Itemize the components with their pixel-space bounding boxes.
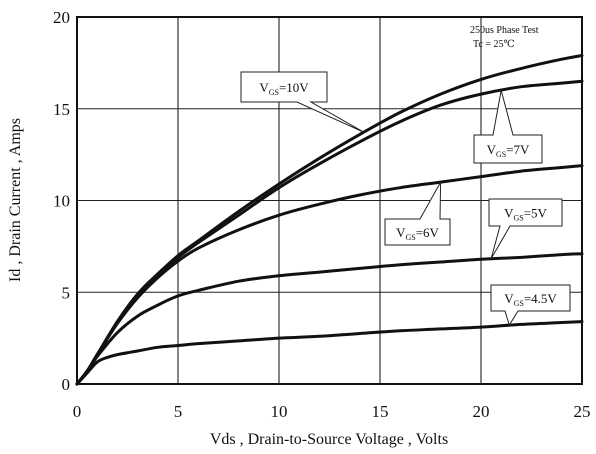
series-label-value: =5V [524, 206, 548, 221]
y-tick-label: 5 [62, 283, 71, 302]
series-label-main: V [396, 225, 406, 240]
tick-labels: 0 5 10 15 20 25 0 5 10 15 20 [53, 8, 591, 421]
series-callout-box [490, 284, 571, 327]
series-label-sub: GS [269, 88, 279, 97]
y-tick-label: 0 [62, 375, 71, 394]
annotation-line-2: Tc = 25℃ [473, 39, 515, 50]
series-label: VGS=4.5V [504, 291, 557, 308]
series-label-sub: GS [513, 214, 523, 223]
series-line [75, 164, 584, 386]
x-tick-label: 0 [73, 402, 82, 421]
series-line [75, 252, 584, 386]
series-label-main: V [504, 206, 514, 221]
plot-frame [76, 16, 583, 385]
series-label: VGS=6V [396, 225, 439, 242]
series-label-value: =6V [416, 225, 440, 240]
series-line [75, 320, 584, 386]
series-label-value: =10V [279, 80, 309, 95]
y-tick-label: 10 [53, 192, 70, 211]
x-tick-label: 20 [473, 402, 490, 421]
series-label-value: =4.5V [524, 291, 558, 306]
x-axis-label: Vds , Drain-to-Source Voltage , Volts [210, 431, 448, 448]
series-callout-box [473, 90, 543, 164]
series-label-sub: GS [405, 233, 415, 242]
x-tick-label: 5 [174, 402, 183, 421]
y-tick-label: 20 [53, 8, 70, 27]
series-callout-box [384, 181, 451, 246]
series-label-main: V [259, 80, 269, 95]
series-label: VGS=7V [487, 142, 530, 159]
series-callout-box [488, 198, 563, 260]
y-tick-label: 15 [53, 100, 70, 119]
annotation-line-1: 250us Phase Test [470, 25, 539, 36]
series-label-sub: GS [496, 150, 506, 159]
x-tick-label: 10 [271, 402, 288, 421]
series-label: VGS=5V [504, 206, 547, 223]
series-label-main: V [504, 291, 514, 306]
series-label-value: =7V [506, 142, 530, 157]
series-label: VGS=10V [259, 80, 309, 97]
x-tick-label: 25 [574, 402, 591, 421]
series-curves [75, 54, 584, 386]
series-callout-box [240, 71, 365, 133]
series-label-sub: GS [514, 299, 524, 308]
series-label-main: V [487, 142, 497, 157]
y-axis-label: Id , Drain Current , Amps [7, 118, 24, 282]
x-tick-label: 15 [372, 402, 389, 421]
